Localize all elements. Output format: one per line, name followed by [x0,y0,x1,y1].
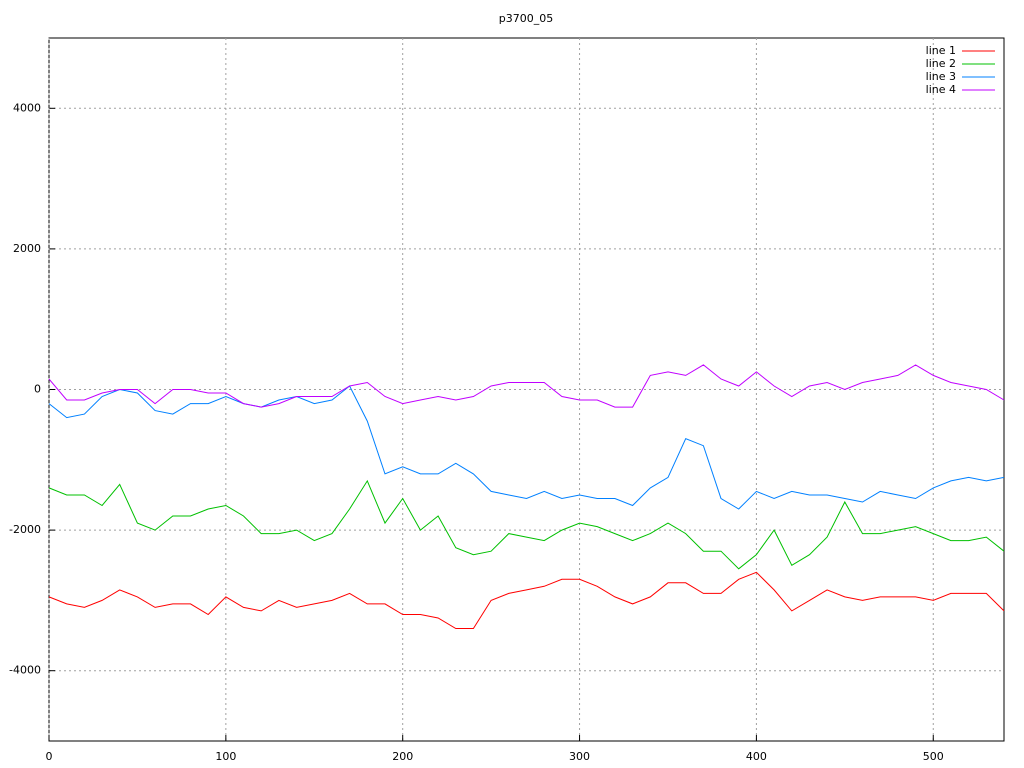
series-line [48,479,1005,570]
series-line [48,571,1005,629]
legend-label: line 1 [926,44,956,57]
series-line [48,364,1005,408]
x-tick-label: 400 [746,750,767,763]
y-tick-label: 4000 [13,101,41,114]
series-line [48,385,1005,510]
x-tick-label: 300 [569,750,590,763]
legend-label: line 4 [926,83,956,96]
x-tick-label: 0 [46,750,53,763]
chart-title: p3700_05 [499,12,553,25]
legend-label: line 2 [926,57,956,70]
y-tick-label: -4000 [9,664,41,677]
x-tick-label: 500 [923,750,944,763]
y-tick-label: 0 [34,383,41,396]
y-tick-label: -2000 [9,523,41,536]
legend-label: line 3 [926,70,956,83]
x-tick-label: 200 [392,750,413,763]
y-tick-label: 2000 [13,242,41,255]
x-tick-label: 100 [215,750,236,763]
